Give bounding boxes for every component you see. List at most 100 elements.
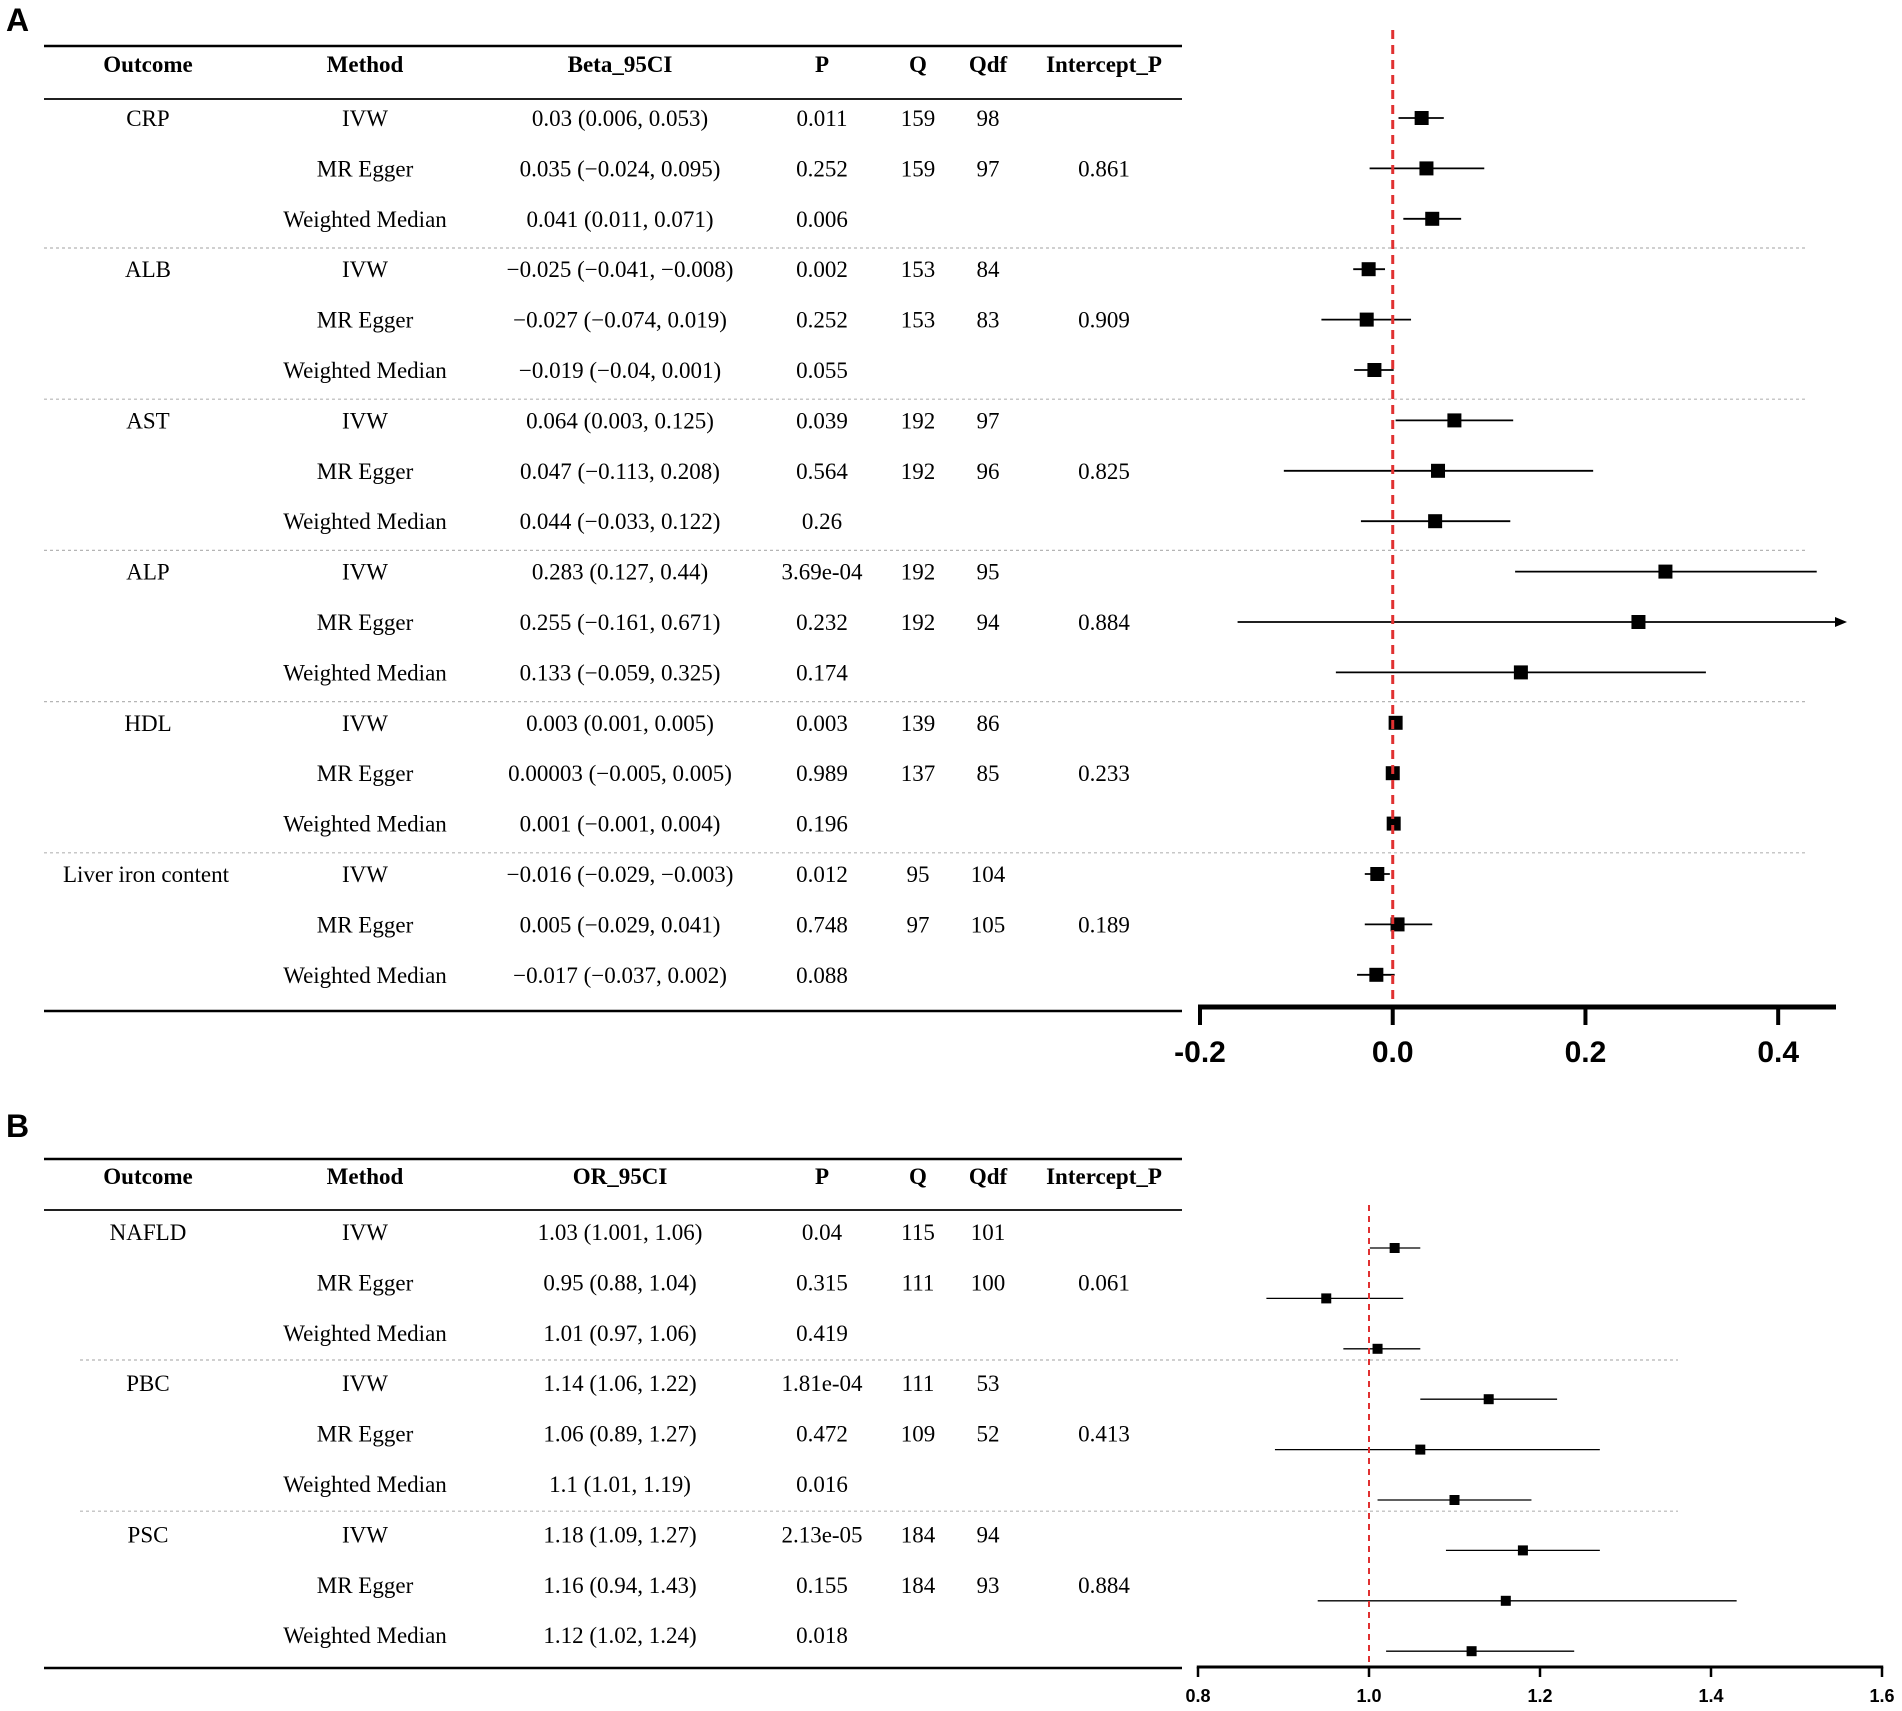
cell-p-value: 0.055 bbox=[796, 358, 848, 383]
cell-method: MR Egger bbox=[317, 912, 414, 937]
cell-method: IVW bbox=[342, 257, 388, 282]
cell-qdf-value: 86 bbox=[977, 711, 1000, 736]
outcome-label: PBC bbox=[126, 1371, 169, 1396]
cell-method: IVW bbox=[342, 1522, 388, 1547]
cell-p-value: 2.13e-05 bbox=[781, 1522, 862, 1547]
cell-estimate-ci: 0.00003 (−0.005, 0.005) bbox=[508, 761, 732, 786]
cell-qdf-value: 97 bbox=[977, 156, 1000, 181]
cell-qdf-value: 97 bbox=[977, 408, 1000, 433]
cell-p-value: 0.011 bbox=[797, 106, 848, 131]
cell-qdf-value: 96 bbox=[977, 459, 1000, 484]
cell-q-value: 137 bbox=[901, 761, 936, 786]
header-estimate-ci: Beta_95CI bbox=[568, 52, 673, 77]
cell-estimate-ci: 1.14 (1.06, 1.22) bbox=[543, 1371, 696, 1396]
point-estimate bbox=[1431, 463, 1446, 478]
x-tick-label: -0.2 bbox=[1174, 1036, 1226, 1069]
point-estimate bbox=[1483, 1394, 1494, 1405]
cell-method: Weighted Median bbox=[283, 509, 447, 534]
cell-qdf-value: 100 bbox=[971, 1270, 1006, 1295]
cell-p-value: 0.252 bbox=[796, 156, 848, 181]
x-tick-label: 1.0 bbox=[1356, 1686, 1381, 1706]
point-estimate bbox=[1388, 715, 1403, 730]
cell-p-value: 0.088 bbox=[796, 963, 848, 988]
x-tick-label: 1.4 bbox=[1698, 1686, 1723, 1706]
x-tick-label: 0.0 bbox=[1372, 1036, 1414, 1069]
cell-estimate-ci: 1.1 (1.01, 1.19) bbox=[549, 1472, 691, 1497]
cell-p-value: 3.69e-04 bbox=[781, 560, 863, 585]
point-estimate bbox=[1321, 1293, 1332, 1304]
cell-q-value: 192 bbox=[901, 610, 936, 635]
cell-method: Weighted Median bbox=[283, 1472, 447, 1497]
point-estimate bbox=[1631, 615, 1646, 629]
point-estimate bbox=[1428, 514, 1443, 529]
x-tick-label: 0.4 bbox=[1757, 1036, 1799, 1069]
cell-q-value: 115 bbox=[901, 1220, 935, 1245]
cell-qdf-value: 84 bbox=[977, 257, 1001, 282]
cell-p-value: 0.315 bbox=[796, 1270, 848, 1295]
cell-estimate-ci: 0.03 (0.006, 0.053) bbox=[532, 106, 708, 131]
cell-method: Weighted Median bbox=[283, 207, 447, 232]
outcome-label: AST bbox=[126, 408, 169, 433]
header-q-value: Q bbox=[909, 52, 927, 77]
cell-method: Weighted Median bbox=[283, 963, 447, 988]
point-estimate bbox=[1415, 1444, 1426, 1455]
cell-method: MR Egger bbox=[317, 459, 414, 484]
cell-method: IVW bbox=[342, 408, 388, 433]
point-estimate bbox=[1370, 867, 1385, 881]
cell-q-value: 159 bbox=[901, 106, 936, 131]
header-outcome: Outcome bbox=[103, 1164, 192, 1189]
cell-p-value: 0.039 bbox=[796, 408, 848, 433]
cell-p-value: 0.002 bbox=[796, 257, 848, 282]
cell-p-value: 0.472 bbox=[796, 1422, 848, 1447]
cell-method: Weighted Median bbox=[283, 1321, 447, 1346]
cell-q-value: 153 bbox=[901, 257, 936, 282]
cell-intercept-p: 0.189 bbox=[1078, 912, 1130, 937]
point-estimate bbox=[1386, 816, 1401, 831]
cell-qdf-value: 94 bbox=[977, 610, 1001, 635]
header-method: Method bbox=[327, 1164, 404, 1189]
cell-q-value: 97 bbox=[907, 912, 930, 937]
x-tick-label: 1.6 bbox=[1869, 1686, 1894, 1706]
cell-method: IVW bbox=[342, 1220, 388, 1245]
point-estimate bbox=[1447, 413, 1462, 428]
cell-p-value: 0.006 bbox=[796, 207, 848, 232]
ci-arrow bbox=[1835, 617, 1847, 627]
cell-method: Weighted Median bbox=[283, 358, 447, 383]
cell-p-value: 0.04 bbox=[802, 1220, 843, 1245]
cell-estimate-ci: 0.001 (−0.001, 0.004) bbox=[520, 812, 721, 837]
point-estimate bbox=[1449, 1495, 1460, 1505]
point-estimate bbox=[1361, 262, 1376, 277]
cell-method: MR Egger bbox=[317, 610, 414, 635]
cell-method: MR Egger bbox=[317, 1573, 414, 1598]
point-estimate bbox=[1513, 665, 1528, 680]
cell-qdf-value: 85 bbox=[977, 761, 1000, 786]
cell-intercept-p: 0.909 bbox=[1078, 308, 1130, 333]
x-tick-label: 0.2 bbox=[1565, 1036, 1607, 1069]
cell-p-value: 0.155 bbox=[796, 1573, 848, 1598]
cell-p-value: 0.012 bbox=[796, 862, 848, 887]
cell-p-value: 0.748 bbox=[796, 912, 848, 937]
cell-estimate-ci: 0.133 (−0.059, 0.325) bbox=[520, 660, 721, 685]
cell-estimate-ci: −0.027 (−0.074, 0.019) bbox=[513, 308, 727, 333]
cell-qdf-value: 94 bbox=[977, 1522, 1001, 1547]
cell-qdf-value: 95 bbox=[977, 560, 1000, 585]
cell-estimate-ci: 0.95 (0.88, 1.04) bbox=[543, 1270, 696, 1295]
outcome-label: PSC bbox=[128, 1522, 169, 1547]
cell-estimate-ci: −0.025 (−0.041, −0.008) bbox=[507, 257, 734, 282]
cell-estimate-ci: 1.06 (0.89, 1.27) bbox=[543, 1422, 696, 1447]
cell-intercept-p: 0.825 bbox=[1078, 459, 1130, 484]
cell-intercept-p: 0.233 bbox=[1078, 761, 1130, 786]
cell-qdf-value: 52 bbox=[977, 1422, 1000, 1447]
outcome-label: ALB bbox=[125, 257, 171, 282]
point-estimate bbox=[1658, 564, 1673, 579]
point-estimate bbox=[1517, 1545, 1528, 1556]
cell-qdf-value: 104 bbox=[971, 862, 1006, 887]
header-estimate-ci: OR_95CI bbox=[573, 1164, 668, 1189]
cell-p-value: 0.196 bbox=[796, 812, 848, 837]
point-estimate bbox=[1419, 161, 1434, 176]
header-q-value: Q bbox=[909, 1164, 927, 1189]
cell-estimate-ci: 0.255 (−0.161, 0.671) bbox=[520, 610, 721, 635]
outcome-label: ALP bbox=[126, 560, 169, 585]
cell-intercept-p: 0.884 bbox=[1078, 610, 1130, 635]
